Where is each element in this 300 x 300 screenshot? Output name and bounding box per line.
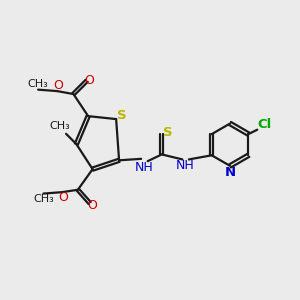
Text: O: O [85, 74, 94, 87]
Text: CH₃: CH₃ [50, 122, 70, 131]
Text: O: O [53, 79, 63, 92]
Text: NH: NH [135, 160, 154, 174]
Text: CH₃: CH₃ [28, 79, 49, 89]
Text: CH₃: CH₃ [33, 194, 54, 204]
Text: NH: NH [176, 159, 195, 172]
Text: Cl: Cl [257, 118, 272, 131]
Text: S: S [117, 109, 127, 122]
Text: S: S [163, 125, 172, 139]
Text: O: O [87, 199, 97, 212]
Text: O: O [58, 191, 68, 205]
Text: N: N [224, 166, 236, 179]
